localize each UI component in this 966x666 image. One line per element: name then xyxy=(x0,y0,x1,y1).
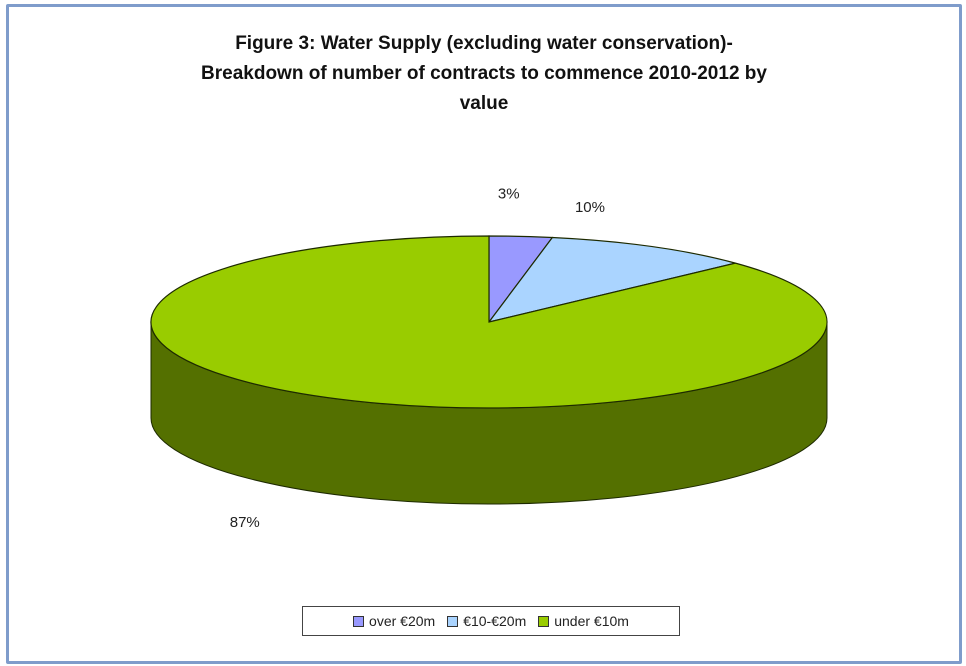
chart-title-line-1: Figure 3: Water Supply (excluding water … xyxy=(235,33,733,54)
legend-item-over-20m: over €20m xyxy=(353,613,435,629)
chart-title-line-3: value xyxy=(459,93,509,114)
pie-label-over-20m: 3% xyxy=(498,186,520,203)
legend-label-under-10m: under €10m xyxy=(554,613,629,629)
pie-label-under-10m: 87% xyxy=(230,514,260,531)
legend-item-10-20m: €10-€20m xyxy=(447,613,526,629)
pie-slice-under-10m xyxy=(150,235,828,409)
legend-swatch-10-20m xyxy=(447,615,459,627)
pie-slice-10-20m xyxy=(487,236,736,323)
pie-label-10-20m: 10% xyxy=(575,199,605,216)
legend-swatch-under-10m xyxy=(538,615,550,627)
legend-label-10-20m: €10-€20m xyxy=(463,613,527,629)
legend-label-over-20m: over €20m xyxy=(369,613,436,629)
legend-item-under-10m: under €10m xyxy=(538,613,629,629)
chart-title-line-2: Breakdown of number of contracts to comm… xyxy=(201,63,767,84)
legend-swatch-over-20m xyxy=(353,615,365,627)
chart-legend: over €20m €10-€20m under €10m xyxy=(302,606,680,636)
chart-title: Figure 3: Water Supply (excluding water … xyxy=(9,29,959,119)
